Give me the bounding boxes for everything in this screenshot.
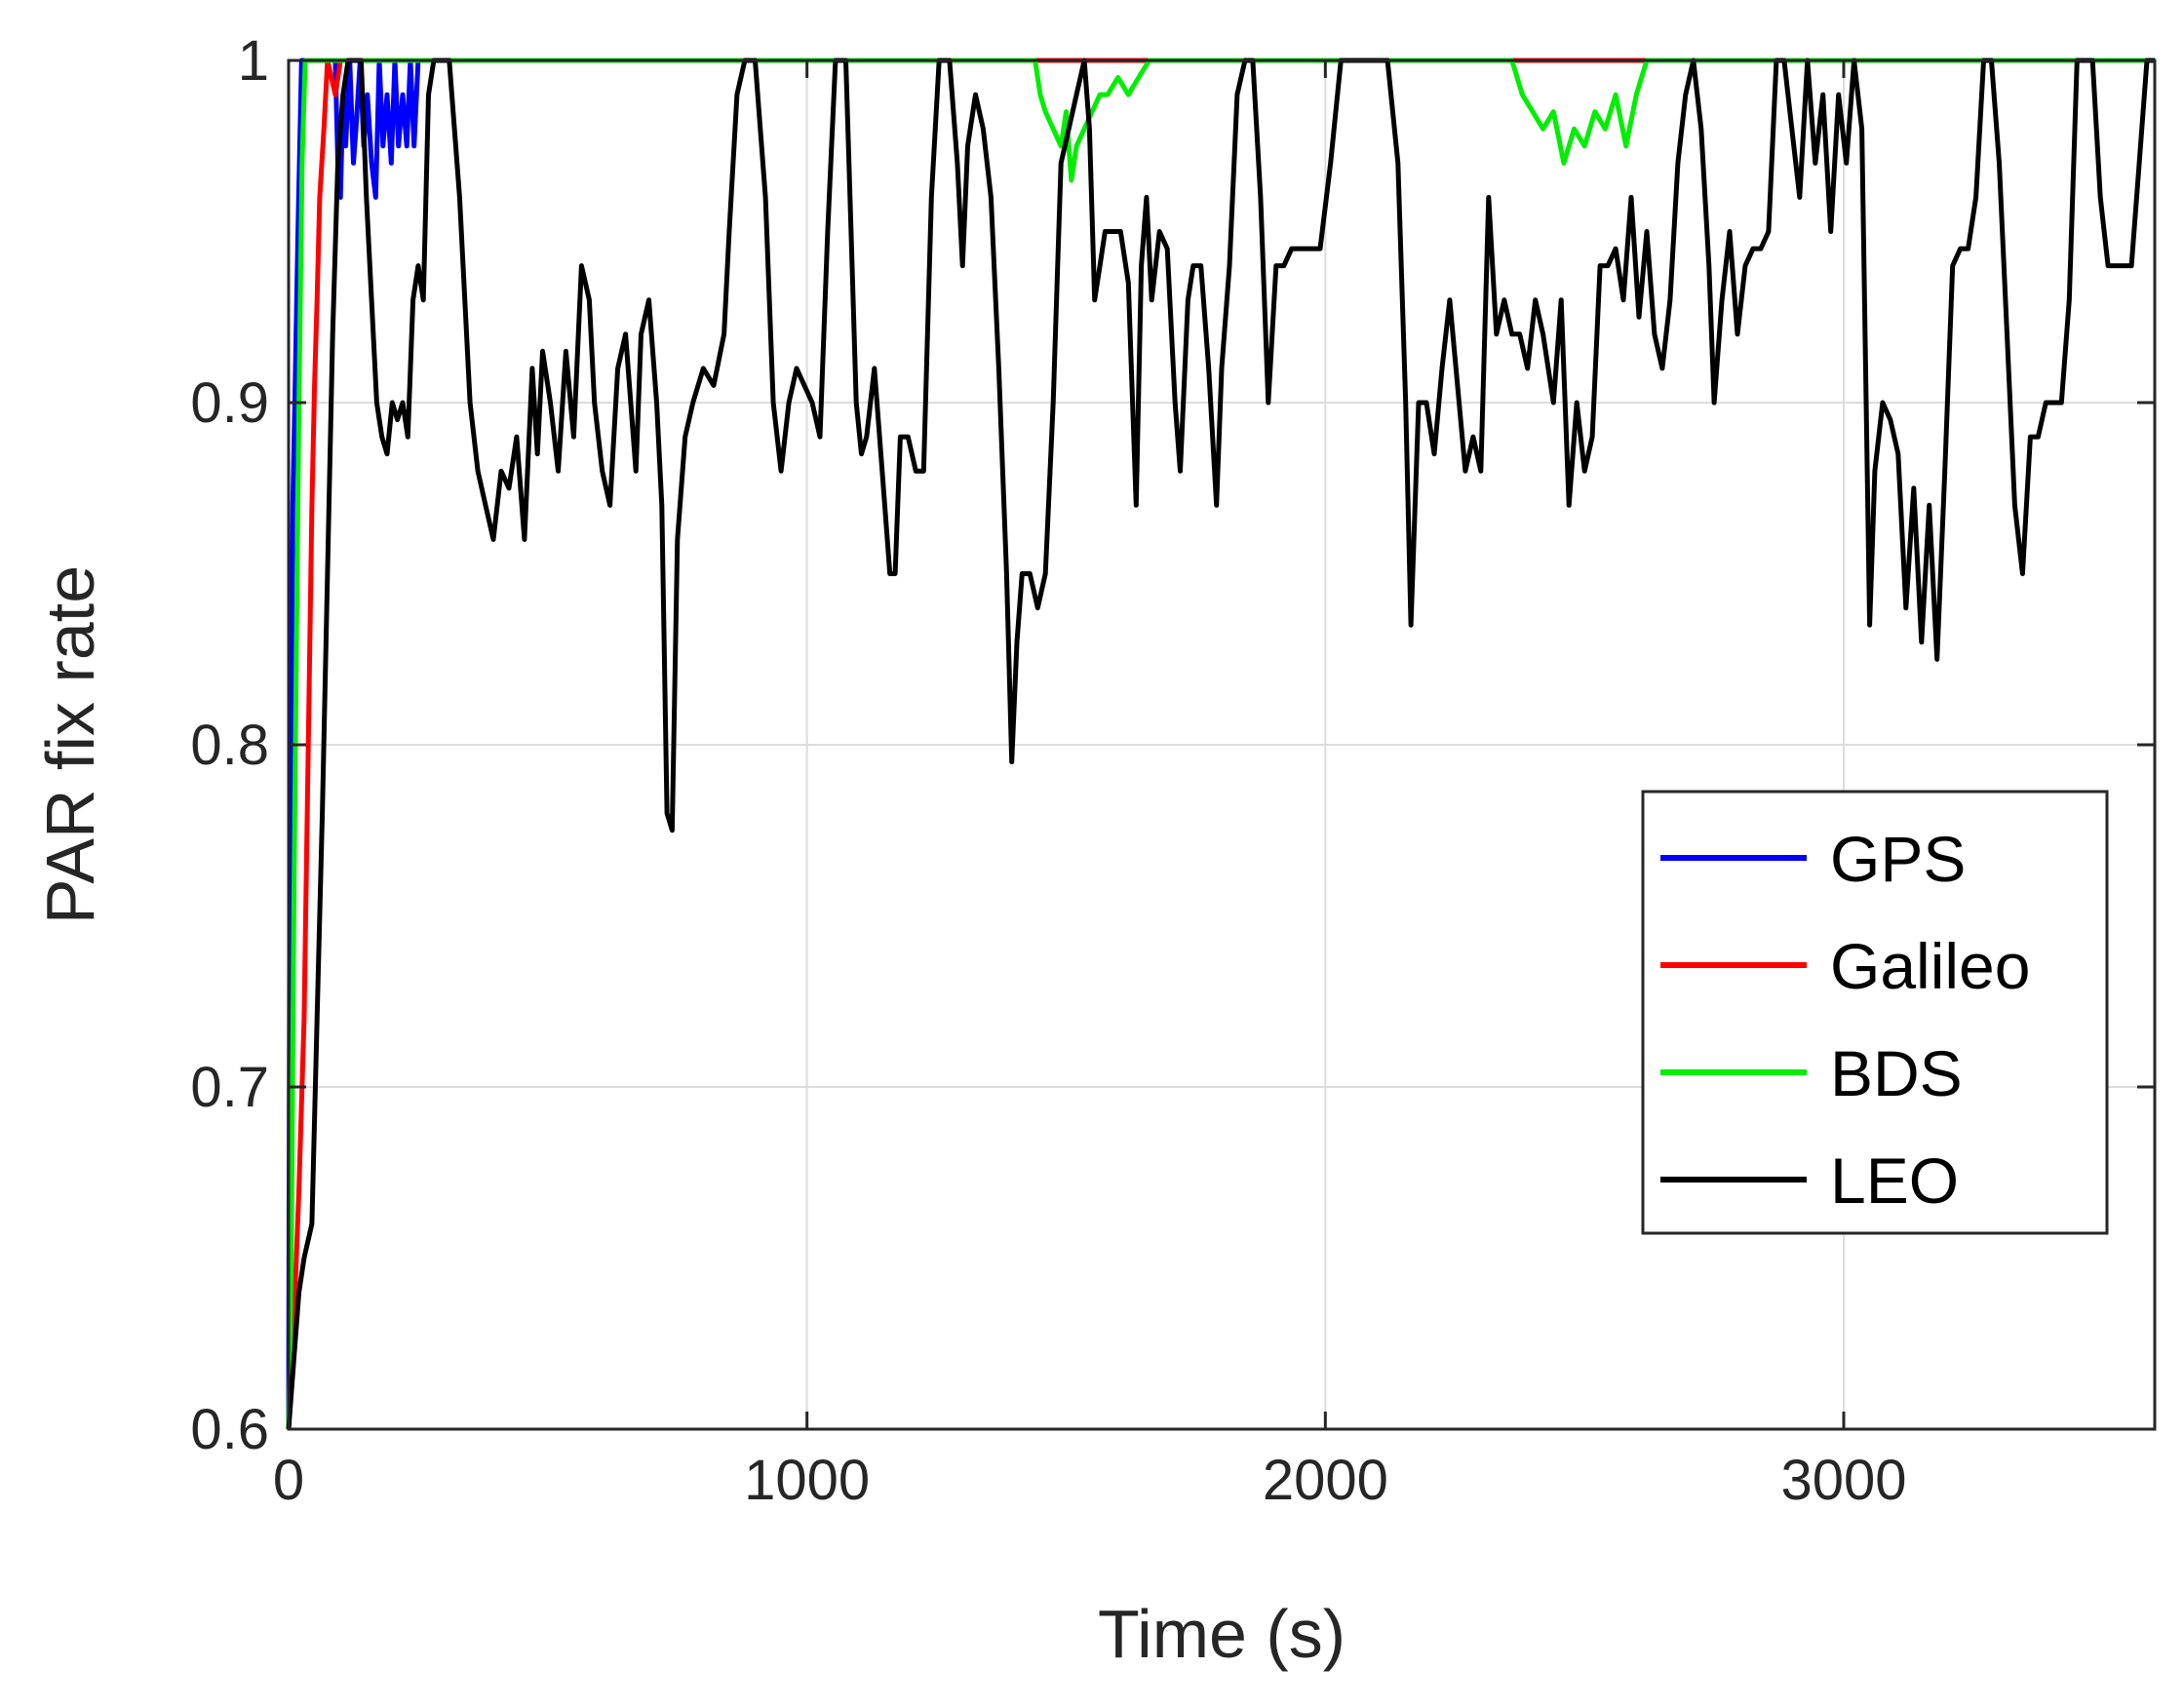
y-tick-label: 0.7 xyxy=(190,1056,269,1119)
x-tick-labels: 0 1000 2000 3000 xyxy=(273,1449,1907,1512)
legend: GPS Galileo BDS LEO xyxy=(1641,790,2109,1235)
series-line-leo xyxy=(286,58,2155,1430)
x-tick-label: 1000 xyxy=(744,1449,870,1512)
x-tick-label: 0 xyxy=(273,1449,304,1512)
y-axis-title: PAR fix rate xyxy=(32,565,108,924)
legend-box xyxy=(1641,790,2109,1235)
y-tick-label: 0.6 xyxy=(190,1398,269,1461)
y-tick-label: 0.9 xyxy=(190,371,269,435)
y-tick-label: 1 xyxy=(238,29,269,93)
legend-label-galileo: Galileo xyxy=(1830,930,2030,1002)
axis-ticks xyxy=(287,58,2155,1431)
x-tick-label: 3000 xyxy=(1780,1449,1906,1512)
x-axis-title: Time (s) xyxy=(1098,1596,1346,1672)
legend-label-gps: GPS xyxy=(1830,823,1966,895)
series-lines xyxy=(286,58,2155,1430)
legend-label-bds: BDS xyxy=(1830,1037,1963,1109)
x-tick-label: 2000 xyxy=(1263,1449,1388,1512)
y-tick-labels: 0.6 0.7 0.8 0.9 1 xyxy=(190,29,269,1461)
legend-label-leo: LEO xyxy=(1830,1144,1959,1217)
series-line-galileo xyxy=(286,58,2155,1430)
y-tick-label: 0.8 xyxy=(190,714,269,777)
